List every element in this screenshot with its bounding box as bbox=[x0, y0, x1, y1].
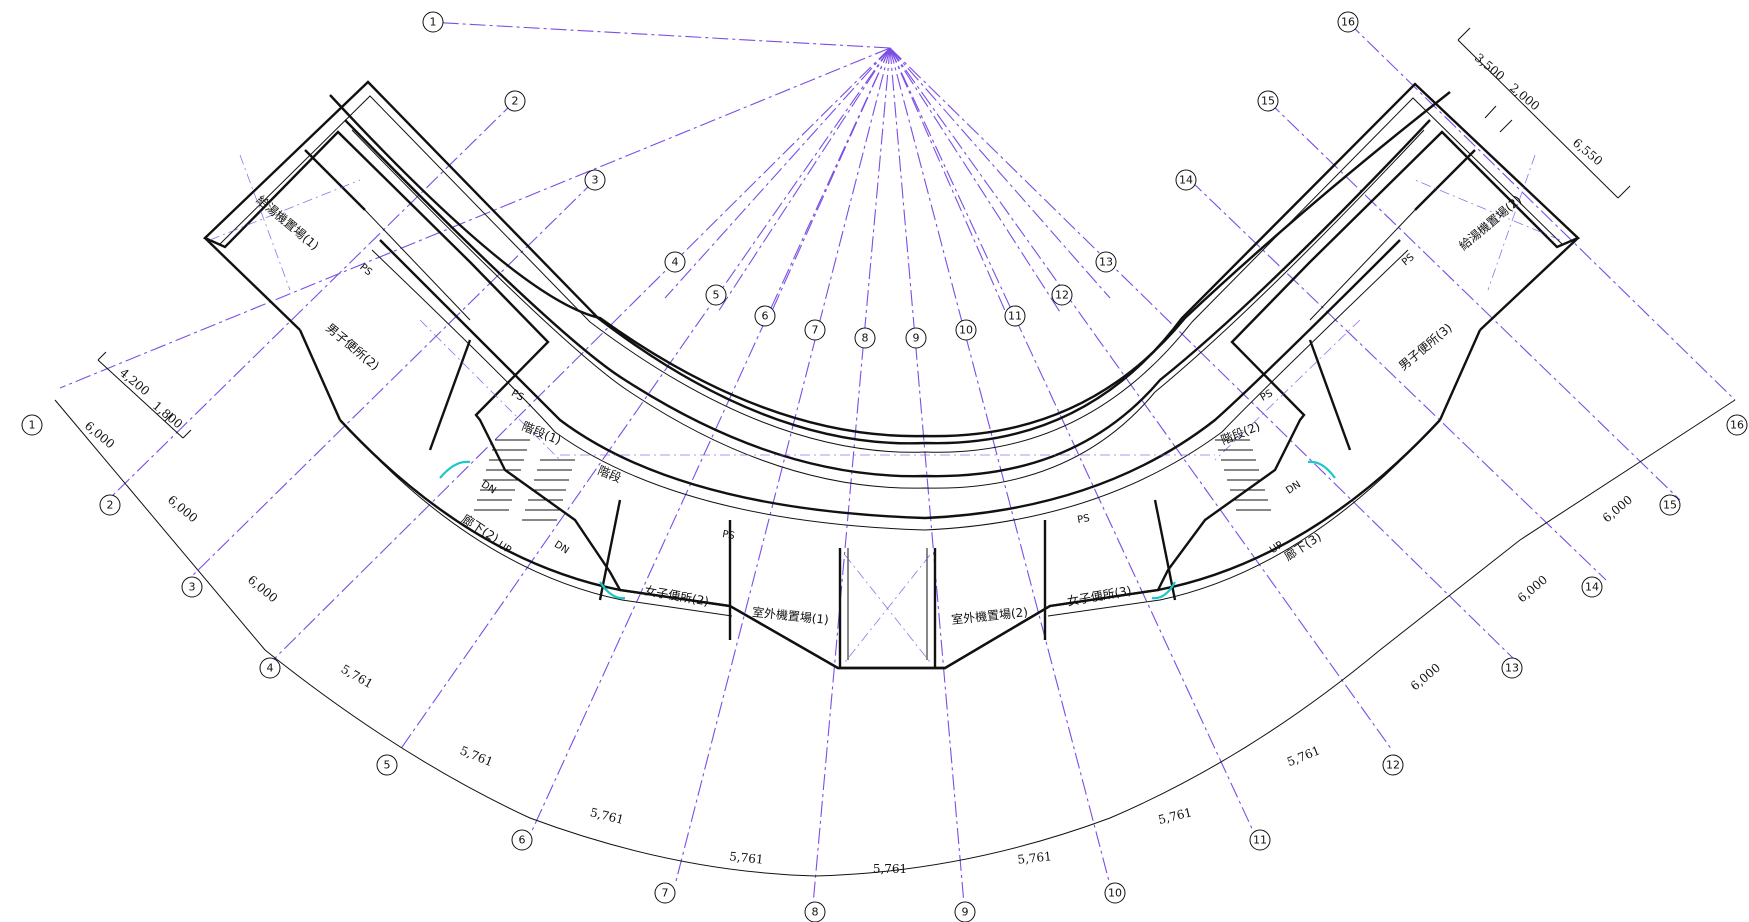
room-outdoor-unit-1: 室外機置場(1) bbox=[751, 604, 829, 627]
grid-bubble-label: 9 bbox=[913, 332, 920, 345]
dim-right-1: 6,000 bbox=[1515, 573, 1550, 606]
room-mens-toilet-3: 男子便所(3) bbox=[1396, 321, 1455, 374]
grid-bubble-label: 9 bbox=[962, 906, 969, 919]
dim-right-cross-1: 2,000 bbox=[1507, 81, 1542, 114]
dim-left-2: 6,000 bbox=[245, 573, 280, 606]
grid-bubble-label: 14 bbox=[1179, 174, 1193, 187]
ps-label: PS bbox=[357, 262, 374, 278]
ps-label: PS bbox=[1400, 252, 1417, 268]
grid-bubble-label: 8 bbox=[862, 332, 869, 345]
dim-arc-5: 5,761 bbox=[1017, 849, 1053, 867]
dim-left-0: 6,000 bbox=[82, 419, 117, 452]
grid-bubble-label: 4 bbox=[267, 662, 274, 675]
grid-bubble-label: 10 bbox=[1108, 887, 1122, 900]
grid-bubble-label: 5 bbox=[384, 759, 391, 772]
dn-label: DN bbox=[1284, 479, 1303, 496]
room-water-heater-1: 給湯機置場(1) bbox=[254, 192, 323, 253]
stair-2-treads bbox=[1215, 439, 1271, 511]
dim-left-1: 6,000 bbox=[165, 493, 200, 526]
grid-bubble-label: 13 bbox=[1099, 256, 1113, 269]
dim-arc-1: 5,761 bbox=[458, 743, 495, 769]
grid-bubble-label: 15 bbox=[1261, 95, 1275, 108]
grid-bubble-label: 13 bbox=[1505, 662, 1519, 675]
dim-right-2: 6,000 bbox=[1600, 493, 1635, 526]
grid-bubble-label: 4 bbox=[672, 256, 679, 269]
building-walls bbox=[202, 80, 1581, 670]
left-dimension-line bbox=[97, 351, 192, 439]
grid-bubble-label: 15 bbox=[1663, 499, 1677, 512]
grid-bubble-label: 2 bbox=[512, 95, 519, 108]
room-womens-toilet-3: 女子便所(3) bbox=[1066, 583, 1133, 609]
grid-bubble-label: 1 bbox=[29, 419, 36, 432]
dim-arc-2: 5,761 bbox=[589, 805, 626, 827]
dn-label: DN bbox=[552, 539, 571, 556]
grid-bubble-label: 12 bbox=[1386, 759, 1400, 772]
room-outdoor-unit-2: 室外機置場(2) bbox=[950, 604, 1028, 627]
ps-label: PS bbox=[721, 529, 735, 542]
grid-bubble-label: 10 bbox=[959, 324, 973, 337]
grid-bubble-label: 7 bbox=[662, 887, 669, 900]
room-stair-1: 階段(1) bbox=[520, 418, 564, 447]
grid-bubble-label: 3 bbox=[592, 174, 599, 187]
grid-bubble-label: 14 bbox=[1585, 581, 1599, 594]
dn-label: DN bbox=[479, 479, 498, 496]
grid-bubble-label: 16 bbox=[1341, 16, 1355, 29]
stair-1-treads bbox=[474, 439, 575, 521]
grid-bubbles: 1 1 2 2 3 3 4 4 5 5 6 6 7 7 8 8 9 9 10 1… bbox=[21, 11, 1748, 922]
grid-bubble-label: 1 bbox=[430, 16, 437, 29]
ps-label: PS bbox=[509, 388, 525, 404]
grid-bubble-label: 8 bbox=[812, 906, 819, 919]
service-hatching bbox=[209, 154, 1561, 663]
ps-label: PS bbox=[1077, 513, 1091, 526]
dim-right-cross-2: 6,550 bbox=[1570, 136, 1605, 169]
grid-bubble-label: 16 bbox=[1730, 419, 1744, 432]
dim-arc-0: 5,761 bbox=[339, 662, 376, 691]
room-mens-toilet-2: 男子便所(2) bbox=[323, 321, 382, 374]
grid-bubble-label: 2 bbox=[107, 499, 114, 512]
grid-bubble-label: 11 bbox=[1008, 310, 1022, 323]
dim-arc-3: 5,761 bbox=[729, 849, 765, 867]
dim-arc-6: 5,761 bbox=[1157, 805, 1194, 827]
up-label: UP bbox=[496, 540, 513, 557]
right-dimension-line bbox=[1457, 27, 1631, 199]
small-labels: PS PS PS PS PS PS DN UP DN DN UP bbox=[357, 252, 1416, 557]
dimension-labels: 6,000 6,000 6,000 5,761 5,761 5,761 5,76… bbox=[82, 51, 1635, 876]
grid-bubble-label: 7 bbox=[812, 324, 819, 337]
dim-arc-7: 5,761 bbox=[1285, 743, 1322, 769]
door-swings bbox=[439, 460, 1336, 600]
grid-bubble-label: 11 bbox=[1253, 834, 1267, 847]
arc-dimension-line bbox=[54, 399, 1736, 877]
grid-bubble-label: 5 bbox=[713, 289, 720, 302]
grid-bubble-label: 3 bbox=[189, 581, 196, 594]
grid-bubble-label: 6 bbox=[762, 310, 769, 323]
dim-left-cross-1: 1,800 bbox=[150, 399, 185, 432]
grid-bubble-label: 6 bbox=[519, 834, 526, 847]
dim-right-0: 6,000 bbox=[1408, 661, 1443, 694]
room-stair-2: 階段(2) bbox=[1218, 418, 1262, 447]
dim-arc-4: 5,761 bbox=[873, 862, 907, 876]
ps-label: PS bbox=[1259, 388, 1275, 404]
room-stair-mid: 階段 bbox=[596, 462, 624, 485]
dim-right-cross-0: 3,500 bbox=[1472, 51, 1507, 84]
room-corridor-2: 廊下(2) bbox=[459, 511, 502, 546]
grid-bubble-label: 12 bbox=[1055, 289, 1069, 302]
